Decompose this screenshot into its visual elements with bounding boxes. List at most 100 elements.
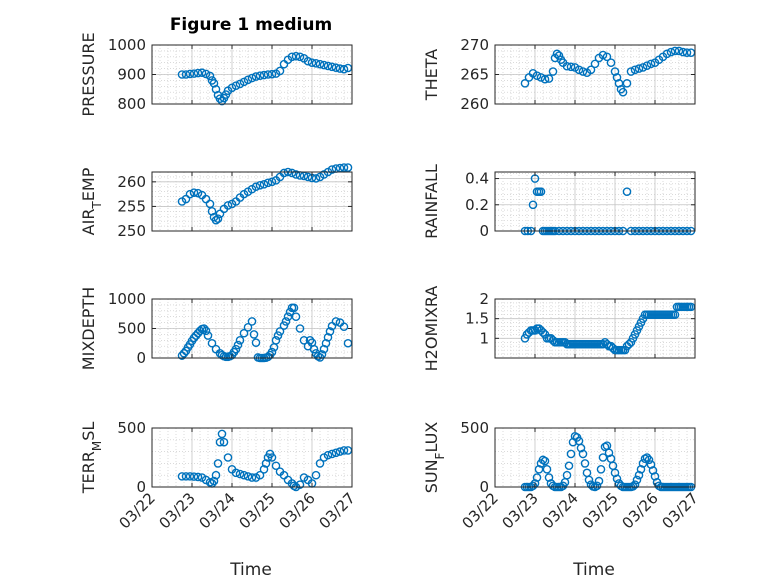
data-point	[580, 459, 590, 468]
data-point	[295, 480, 305, 489]
data-point	[207, 338, 217, 348]
data-point	[203, 331, 213, 340]
data-point	[315, 59, 325, 69]
data-point	[213, 214, 223, 224]
axes-box	[494, 171, 696, 232]
data-point	[678, 47, 688, 57]
data-point	[524, 73, 534, 82]
data-point	[201, 326, 211, 336]
data-point	[331, 448, 341, 458]
y-axis-label: SUNFLUX	[422, 422, 447, 494]
y-tick-label: 500	[117, 320, 146, 338]
data-point	[209, 79, 219, 88]
data-point	[578, 67, 588, 76]
data-point	[273, 331, 283, 340]
data-point	[199, 324, 209, 333]
data-point	[339, 446, 349, 455]
x-axis-label-right: Time	[572, 560, 615, 580]
data-point	[323, 450, 333, 460]
data-point	[602, 52, 612, 62]
data-point	[271, 335, 281, 345]
y-tick-label: 265	[460, 66, 489, 84]
data-point	[666, 47, 676, 57]
x-tick-label: 03/23	[156, 489, 199, 532]
data-point	[339, 64, 349, 74]
data-point	[181, 472, 191, 481]
data-point	[592, 481, 602, 491]
data-point	[339, 163, 349, 172]
axes-box	[151, 427, 353, 488]
data-point	[598, 453, 608, 462]
data-point	[309, 344, 319, 354]
y-tick-label: 800	[117, 95, 146, 113]
data-point	[185, 472, 195, 481]
data-point	[251, 338, 261, 347]
data-point	[602, 339, 612, 349]
data-point	[279, 168, 289, 178]
data-point	[614, 79, 624, 88]
data-point	[646, 460, 656, 469]
x-tick-label: 03/24	[539, 489, 582, 532]
data-point	[217, 429, 227, 439]
data-point	[520, 79, 530, 88]
data-point	[279, 59, 289, 69]
data-point	[544, 473, 554, 482]
data-point	[566, 62, 576, 72]
data-point	[331, 63, 341, 73]
data-point	[646, 59, 656, 69]
data-point	[283, 312, 293, 322]
data-point	[610, 468, 620, 478]
data-point	[213, 459, 223, 468]
data-point	[538, 328, 548, 337]
data-point	[291, 170, 301, 179]
data-point	[291, 51, 301, 61]
subplot-0: 800 900 1000 PRESSURE	[79, 32, 353, 117]
data-point	[528, 200, 538, 210]
data-point	[534, 464, 544, 474]
data-point	[247, 317, 257, 326]
data-point	[598, 50, 608, 60]
data-point	[604, 448, 614, 458]
x-tick-label: 03/27	[316, 489, 359, 532]
data-point	[612, 474, 622, 484]
data-point	[574, 65, 584, 75]
data-point	[261, 459, 271, 468]
y-tick-label: 500	[117, 419, 146, 437]
data-point	[626, 67, 636, 76]
data-point	[211, 215, 221, 225]
x-tick-label: 03/25	[579, 489, 622, 532]
data-point	[325, 327, 335, 336]
y-tick-label: 250	[117, 222, 146, 240]
axes-box	[494, 298, 696, 359]
x-tick-label: 03/27	[659, 489, 702, 532]
data-point	[562, 470, 572, 480]
subplot-3: 0 0.2 0.4 RAINFALL	[422, 164, 696, 240]
data-point	[207, 207, 217, 216]
data-point	[642, 61, 652, 70]
data-point	[303, 172, 313, 182]
data-point	[295, 52, 305, 62]
y-tick-label: 1000	[108, 290, 146, 308]
data-point	[193, 68, 203, 78]
x-tick-label: 03/25	[236, 489, 279, 532]
data-point	[231, 344, 241, 354]
data-point	[674, 46, 684, 56]
data-point	[536, 73, 546, 82]
data-point	[630, 65, 640, 75]
x-tick-label: 03/24	[196, 489, 239, 532]
y-tick-label: 1	[479, 329, 489, 347]
data-point	[235, 335, 245, 345]
data-point	[243, 75, 253, 85]
data-point	[251, 72, 261, 81]
data-point	[554, 51, 564, 60]
subplot-5: 11.5 2 H2OMIXRA	[422, 286, 696, 371]
y-tick-label: 900	[117, 66, 146, 84]
data-point	[211, 84, 221, 94]
axes-box	[494, 427, 696, 488]
data-point	[634, 470, 644, 480]
data-point	[321, 338, 331, 348]
data-point	[628, 482, 638, 491]
data-point	[590, 59, 600, 69]
subplot-4: 0 500 1000 MIXDEPTH	[79, 287, 353, 370]
data-point	[530, 326, 540, 335]
